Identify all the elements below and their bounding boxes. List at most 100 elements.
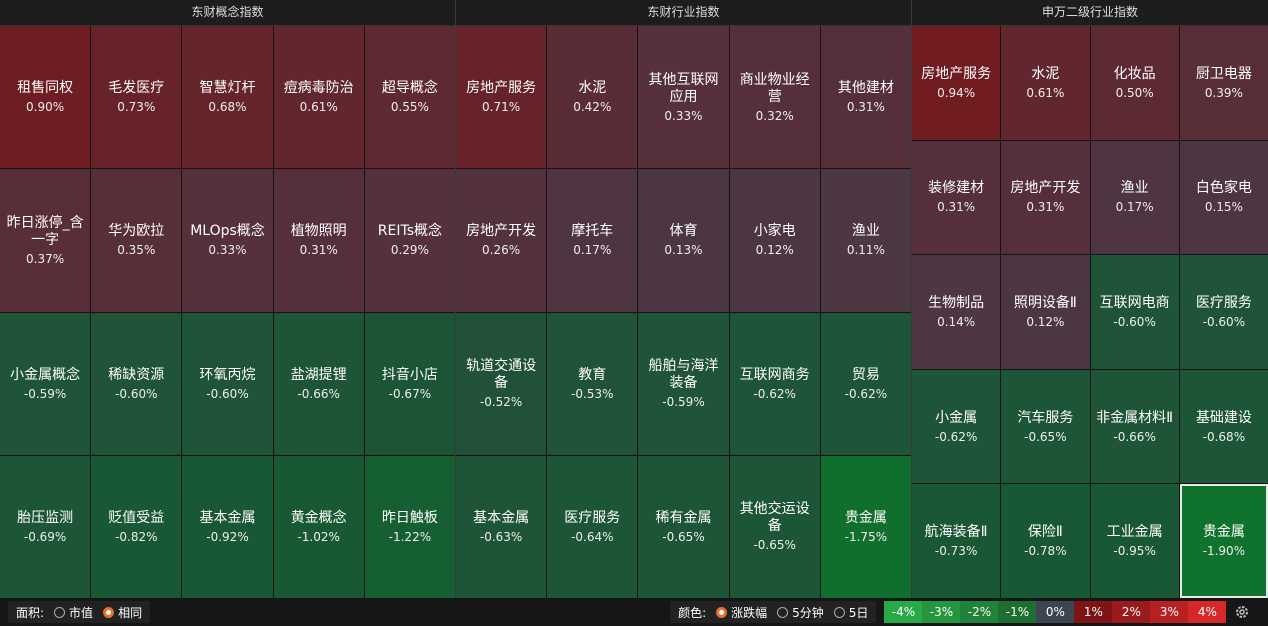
- heatmap-cell[interactable]: 水泥 0.61%: [1001, 26, 1090, 140]
- heatmap-cell[interactable]: 其他互联网应用 0.33%: [638, 26, 729, 169]
- color-option[interactable]: 5日: [848, 605, 869, 620]
- cell-name: 基础建设: [1195, 409, 1252, 426]
- cell-change: 0.42%: [573, 100, 612, 115]
- radio[interactable]: [777, 606, 789, 618]
- legend-item: 4%: [1188, 601, 1227, 623]
- heatmap-cell[interactable]: 白色家电 0.15%: [1179, 140, 1268, 255]
- heatmap-cell[interactable]: 贵金属 -1.90%: [1179, 484, 1268, 598]
- cell-change: -0.65%: [1024, 429, 1067, 444]
- heatmap-cell[interactable]: 装修建材 0.31%: [912, 140, 1001, 255]
- heatmap-cell[interactable]: 华为欧拉 0.35%: [91, 169, 182, 312]
- heatmap-cell[interactable]: 互联网电商 -0.60%: [1090, 255, 1179, 369]
- heatmap-cell[interactable]: 昨日触板 -1.22%: [364, 455, 455, 598]
- heatmap-cell[interactable]: 照明设备Ⅱ 0.12%: [1001, 255, 1090, 369]
- heatmap-cell[interactable]: 互联网商务 -0.62%: [729, 312, 820, 455]
- heatmap-cell[interactable]: 贵金属 -1.75%: [820, 455, 911, 598]
- heatmap-cell[interactable]: 小家电 0.12%: [729, 169, 820, 312]
- cell-change: 0.55%: [390, 100, 429, 115]
- heatmap-cell[interactable]: 小金属 -0.62%: [912, 369, 1001, 484]
- legend-item: 3%: [1150, 601, 1189, 623]
- heatmap-cell[interactable]: 水泥 0.42%: [547, 26, 638, 169]
- heatmap-cell[interactable]: 昨日涨停_含一字 0.37%: [0, 169, 91, 312]
- color-option[interactable]: 涨跌幅: [731, 605, 768, 620]
- heatmap-cell[interactable]: MLOps概念 0.33%: [182, 169, 273, 312]
- heatmap-cell[interactable]: 厨卫电器 0.39%: [1179, 26, 1268, 140]
- heatmap-cell[interactable]: 其他交运设备 -0.65%: [729, 455, 820, 598]
- cell-name: 环氧丙烷: [199, 366, 256, 383]
- heatmap-cell[interactable]: 保险Ⅱ -0.78%: [1001, 484, 1090, 598]
- heatmap-cell[interactable]: 房地产服务 0.71%: [456, 26, 547, 169]
- cell-change: 0.33%: [208, 243, 247, 258]
- heatmap-cell[interactable]: 医疗服务 -0.60%: [1179, 255, 1268, 369]
- cell-name: 互联网电商: [1099, 294, 1170, 311]
- heatmap-cell[interactable]: 痘病毒防治 0.61%: [273, 26, 364, 169]
- cell-name: 保险Ⅱ: [1027, 524, 1063, 541]
- cell-name: 白色家电: [1195, 180, 1252, 197]
- settings-icon[interactable]: [1234, 604, 1250, 620]
- heatmap-cell[interactable]: 房地产开发 0.31%: [1001, 140, 1090, 255]
- heatmap-cell[interactable]: 稀有金属 -0.65%: [638, 455, 729, 598]
- heatmap-cell[interactable]: 教育 -0.53%: [547, 312, 638, 455]
- area-option[interactable]: 市值: [69, 605, 94, 620]
- heatmap-cell[interactable]: 黄金概念 -1.02%: [273, 455, 364, 598]
- heatmap-cell[interactable]: 化妆品 0.50%: [1090, 26, 1179, 140]
- heatmap-cell[interactable]: 房地产开发 0.26%: [456, 169, 547, 312]
- heatmap-cell[interactable]: REITs概念 0.29%: [364, 169, 455, 312]
- heatmap-cell[interactable]: 船舶与海洋装备 -0.59%: [638, 312, 729, 455]
- heatmap-cell[interactable]: 基础建设 -0.68%: [1179, 369, 1268, 484]
- heatmap-cell[interactable]: 小金属概念 -0.59%: [0, 312, 91, 455]
- cell-name: 生物制品: [928, 294, 985, 311]
- area-option[interactable]: 相同: [118, 605, 143, 620]
- heatmap-cell[interactable]: 其他建材 0.31%: [820, 26, 911, 169]
- heatmap-cell[interactable]: 基本金属 -0.92%: [182, 455, 273, 598]
- heatmap-cell[interactable]: 商业物业经营 0.32%: [729, 26, 820, 169]
- radio[interactable]: [716, 606, 728, 618]
- cell-change: 0.17%: [1115, 200, 1154, 215]
- heatmap-cell[interactable]: 摩托车 0.17%: [547, 169, 638, 312]
- legend-item: -2%: [960, 601, 999, 623]
- panel: 东财概念指数 租售同权 0.90% 毛发医疗 0.73% 智慧灯杆 0.68% 痘病毒防治 0.…: [0, 0, 456, 598]
- heatmap-cell[interactable]: 汽车服务 -0.65%: [1001, 369, 1090, 484]
- cell-change: -0.60%: [1202, 314, 1246, 329]
- footer: 面积: 市值 相同 颜色: 涨跌幅 5分钟 5日 -4% -3% -2% -1% 0% 1…: [0, 598, 1268, 626]
- heatmap-cell[interactable]: 渔业 0.11%: [820, 169, 911, 312]
- cell-change: 0.26%: [482, 243, 521, 258]
- radio[interactable]: [833, 606, 845, 618]
- heatmap-cell[interactable]: 盐湖提锂 -0.66%: [273, 312, 364, 455]
- radio[interactable]: [54, 606, 66, 618]
- heatmap-cell[interactable]: 贬值受益 -0.82%: [91, 455, 182, 598]
- color-option[interactable]: 5分钟: [792, 605, 824, 620]
- heatmap-cell[interactable]: 基本金属 -0.63%: [456, 455, 547, 598]
- cell-name: 房地产服务: [921, 65, 992, 82]
- heatmap-cell[interactable]: 房地产服务 0.94%: [912, 26, 1001, 140]
- cell-change: 0.11%: [846, 243, 885, 258]
- heatmap-cell[interactable]: 智慧灯杆 0.68%: [182, 26, 273, 169]
- heatmap-cell[interactable]: 胎压监测 -0.69%: [0, 455, 91, 598]
- heatmap-cell[interactable]: 植物照明 0.31%: [273, 169, 364, 312]
- heatmap-cell[interactable]: 非金属材料Ⅱ -0.66%: [1090, 369, 1179, 484]
- heatmap-cell[interactable]: 航海装备Ⅱ -0.73%: [912, 484, 1001, 598]
- heatmap-cell[interactable]: 生物制品 0.14%: [912, 255, 1001, 369]
- heatmap-cell[interactable]: 轨道交通设备 -0.52%: [456, 312, 547, 455]
- cell-change: -0.59%: [662, 395, 705, 410]
- cell-name: 植物照明: [290, 223, 347, 240]
- heatmap-cell[interactable]: 贸易 -0.62%: [820, 312, 911, 455]
- heatmap-cell[interactable]: 毛发医疗 0.73%: [91, 26, 182, 169]
- color-group: 颜色: 涨跌幅 5分钟 5日: [670, 601, 877, 623]
- heatmap-cell[interactable]: 工业金属 -0.95%: [1090, 484, 1179, 598]
- heatmap-cell[interactable]: 租售同权 0.90%: [0, 26, 91, 169]
- heatmap-cell[interactable]: 超导概念 0.55%: [364, 26, 455, 169]
- heatmap-cell[interactable]: 医疗服务 -0.64%: [547, 455, 638, 598]
- heatmap-cell[interactable]: 抖音小店 -0.67%: [364, 312, 455, 455]
- heatmap-cell[interactable]: 体育 0.13%: [638, 169, 729, 312]
- heatmap-cell[interactable]: 稀缺资源 -0.60%: [91, 312, 182, 455]
- cell-change: -0.66%: [297, 386, 340, 401]
- heatmap-cell[interactable]: 渔业 0.17%: [1090, 140, 1179, 255]
- radio[interactable]: [103, 606, 115, 618]
- cell-change: -0.63%: [479, 529, 523, 544]
- cell-name: 小金属: [935, 409, 978, 426]
- cell-name: 其他建材: [837, 80, 894, 97]
- cell-name: 胎压监测: [17, 509, 74, 526]
- area-label: 面积:: [16, 605, 45, 620]
- heatmap-cell[interactable]: 环氧丙烷 -0.60%: [182, 312, 273, 455]
